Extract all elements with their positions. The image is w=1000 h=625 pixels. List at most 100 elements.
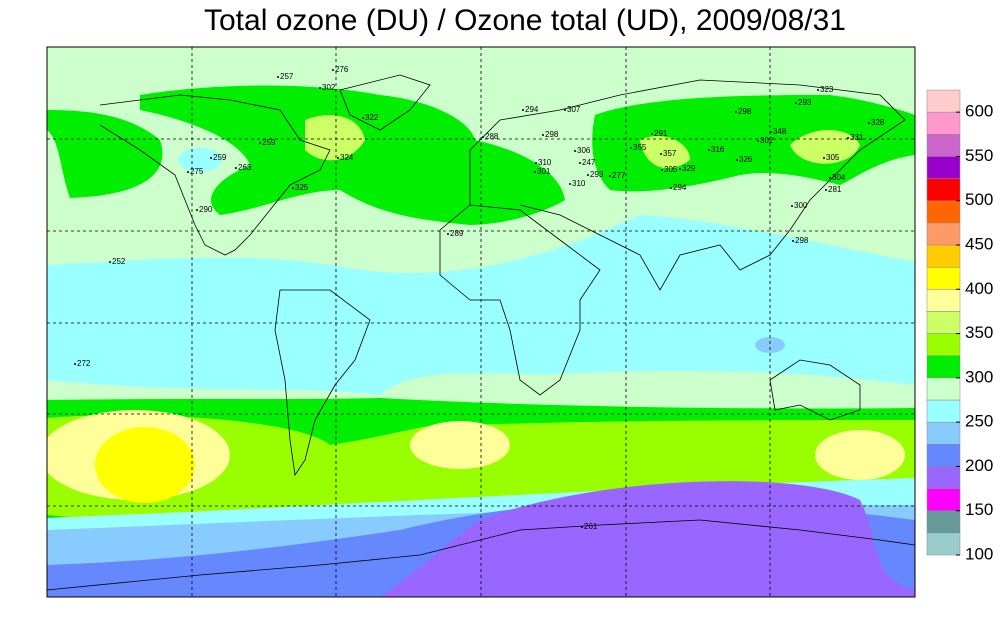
station-label: 348	[773, 127, 787, 136]
station-dot	[362, 117, 364, 119]
station-dot	[574, 150, 576, 152]
station-dot	[109, 261, 111, 263]
station-dot	[868, 122, 870, 124]
colorbar-segment	[926, 532, 961, 556]
station-label: 293	[590, 170, 604, 179]
station-dot	[829, 177, 831, 179]
station-dot	[660, 153, 662, 155]
colorbar-tick-label: 100	[965, 544, 993, 563]
station-label: 298	[738, 107, 752, 116]
colorbar-tick-label: 250	[965, 412, 993, 431]
station-label: 355	[633, 143, 647, 152]
colorbar-segment	[926, 311, 961, 334]
colorbar-segment	[926, 156, 961, 179]
station-dot	[817, 89, 819, 91]
station-dot	[770, 131, 772, 133]
station-label: 294	[673, 183, 687, 192]
colorbar-tick-label: 150	[965, 500, 993, 519]
colorbar-segment	[926, 222, 961, 246]
station-dot	[196, 209, 198, 211]
station-label: 291	[654, 129, 668, 138]
station-label: 322	[365, 113, 379, 122]
station-dot	[74, 363, 76, 365]
station-dot	[792, 240, 794, 242]
station-dot	[579, 162, 581, 164]
colorbar-segment	[926, 466, 961, 489]
station-label: 302	[322, 83, 336, 92]
colorbar-segment	[926, 178, 961, 201]
station-label: 331	[850, 133, 864, 142]
station-label: 305	[664, 165, 678, 174]
station-label: 252	[112, 257, 126, 266]
station-label: 304	[832, 173, 846, 182]
station-dot	[292, 187, 294, 189]
station-dot	[791, 205, 793, 207]
station-dot	[337, 157, 339, 159]
station-dot	[736, 159, 738, 161]
station-label: 307	[567, 105, 581, 114]
station-dot	[482, 136, 484, 138]
map-frame	[46, 46, 916, 598]
colorbar-segment	[926, 289, 961, 312]
station-dot	[522, 109, 524, 111]
colorbar-tick-label: 400	[965, 279, 993, 298]
station-dot	[708, 149, 710, 151]
station-dot	[825, 189, 827, 191]
station-label: 289	[450, 229, 464, 238]
station-labels: 276 257 302 322 259 259 275 263 324 325 290 252 272 2…	[74, 65, 885, 531]
colorbar-segment	[926, 399, 961, 423]
station-dot	[564, 109, 566, 111]
station-label: 306	[577, 146, 591, 155]
station-label: 263	[238, 163, 252, 172]
station-label: 326	[739, 155, 753, 164]
station-dot	[235, 167, 237, 169]
station-dot	[319, 87, 321, 89]
colorbar-segment	[926, 200, 961, 224]
station-dot	[210, 157, 212, 159]
station-label: 277	[612, 171, 626, 180]
station-label: 298	[795, 236, 809, 245]
station-dot	[447, 233, 449, 235]
station-label: 329	[682, 164, 696, 173]
colorbar-segment	[926, 444, 961, 467]
station-dot	[795, 102, 797, 104]
station-label: 281	[828, 185, 842, 194]
station-label: 247	[582, 158, 596, 167]
station-label: 310	[572, 179, 586, 188]
colorbar-segment	[926, 89, 961, 113]
colorbar-tick-label: 500	[965, 190, 993, 209]
station-label: 259	[262, 138, 276, 147]
station-label: 325	[295, 183, 309, 192]
station-label: 294	[525, 105, 539, 114]
station-label: 316	[711, 145, 725, 154]
colorbar-tick-label: 200	[965, 456, 993, 475]
station-dot	[630, 147, 632, 149]
colorbar-segment	[926, 421, 961, 445]
colorbar-tick-label: 600	[965, 102, 993, 121]
station-dot	[823, 157, 825, 159]
colorbar-tick-label: 300	[965, 367, 993, 386]
colorbar-segment	[926, 333, 961, 356]
station-label: 357	[663, 149, 677, 158]
colorbar: 100 150 200 250 300 350 400 450 500 550 600	[926, 89, 993, 563]
colorbar-segment	[926, 488, 961, 511]
station-label: 259	[213, 153, 227, 162]
station-label: 293	[798, 98, 812, 107]
station-dot	[679, 168, 681, 170]
colorbar-tick-label: 350	[965, 323, 993, 342]
colorbar-segment	[926, 377, 961, 401]
station-dot	[609, 175, 611, 177]
colorbar-tick-label: 550	[965, 146, 993, 165]
station-dot	[847, 137, 849, 139]
colorbar-segment	[926, 244, 961, 268]
station-label: 290	[199, 205, 213, 214]
station-label: 323	[820, 85, 834, 94]
station-dot	[187, 171, 189, 173]
station-dot	[332, 69, 334, 71]
colorbar-segment	[926, 355, 961, 379]
station-label: 288	[485, 132, 499, 141]
station-label: 261	[584, 522, 598, 531]
station-label: 310	[538, 158, 552, 167]
station-dot	[277, 76, 279, 78]
